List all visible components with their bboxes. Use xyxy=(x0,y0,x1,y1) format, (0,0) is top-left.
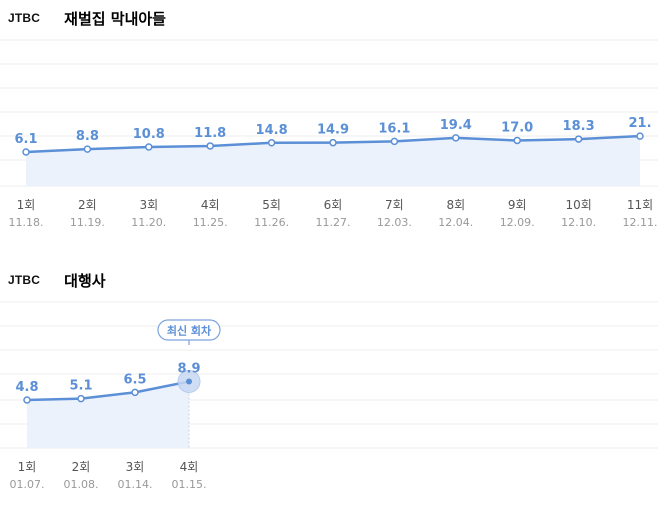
date-label: 11.20. xyxy=(131,216,166,229)
value-label: 8.8 xyxy=(76,129,99,144)
date-label: 12.09. xyxy=(500,216,535,229)
value-label: 18.3 xyxy=(563,119,595,134)
value-label: 14.8 xyxy=(256,123,288,138)
date-label: 11.18. xyxy=(9,216,44,229)
value-label: 16.1 xyxy=(378,121,410,136)
network-label: JTBC xyxy=(8,273,41,287)
date-label: 11.19. xyxy=(70,216,105,229)
show-title: 재벌집 막내아들 xyxy=(64,9,166,28)
date-label: 11.25. xyxy=(193,216,228,229)
series-line xyxy=(26,380,190,402)
episode-label: 4회 xyxy=(201,198,220,212)
show-title: 대행사 xyxy=(64,271,106,290)
data-point xyxy=(186,378,192,385)
value-label: 5.1 xyxy=(69,379,92,394)
data-point xyxy=(77,394,85,403)
episode-label: 2회 xyxy=(72,460,91,474)
data-point xyxy=(22,148,30,156)
episode-label: 10회 xyxy=(565,198,591,212)
episode-label: 3회 xyxy=(126,460,145,474)
date-label: 11.27. xyxy=(316,216,351,229)
value-label: 6.1 xyxy=(14,132,37,147)
latest-episode-badge-label: 최신 회차 xyxy=(167,324,212,338)
date-label: 11.26. xyxy=(254,216,289,229)
network-label: JTBC xyxy=(8,11,41,25)
episode-label: 9회 xyxy=(508,198,527,212)
area-fill xyxy=(27,381,189,448)
data-point xyxy=(83,145,92,153)
chart-section-2: JTBC 대행사 4.8 1회 01.07. 5.1 2회 01.08. 6.5 3회 01.1… xyxy=(0,262,658,506)
episode-label: 1회 xyxy=(18,460,37,474)
value-label: 10.8 xyxy=(133,127,165,142)
data-point xyxy=(574,135,583,143)
value-label: 6.5 xyxy=(123,372,146,387)
episode-label: 8회 xyxy=(446,198,465,212)
chart-section-1: JTBC 재벌집 막내아들 6.1 1회 11.18. 8.8 2회 11.19. 10.8… xyxy=(0,0,658,252)
ratings-chart-1: 6.1 1회 11.18. 8.8 2회 11.19. 10.8 3회 11.20. 11.8 4회… xyxy=(0,39,658,229)
date-label: 12.10. xyxy=(561,216,596,229)
date-label: 01.07. xyxy=(10,478,45,491)
value-label: 21. xyxy=(628,116,651,131)
episode-label: 3회 xyxy=(139,198,158,212)
episode-label: 1회 xyxy=(17,198,36,212)
date-label: 12.03. xyxy=(377,216,412,229)
chart-header-2: JTBC 대행사 xyxy=(8,269,106,291)
data-point xyxy=(145,143,153,151)
date-label: 01.14. xyxy=(118,478,153,491)
data-point xyxy=(267,139,276,147)
data-point xyxy=(513,136,521,145)
date-label: 01.08. xyxy=(64,478,99,491)
episode-label: 2회 xyxy=(78,198,97,212)
value-label: 14.9 xyxy=(317,123,349,138)
value-label: 11.8 xyxy=(194,126,226,141)
data-point xyxy=(206,142,214,150)
value-label: 17.0 xyxy=(501,120,533,135)
episode-label: 4회 xyxy=(180,460,199,474)
value-label: 8.9 xyxy=(177,362,200,377)
episode-label: 7회 xyxy=(385,198,404,212)
date-label: 12.04. xyxy=(438,216,473,229)
data-point xyxy=(636,132,644,140)
date-label: 01.15. xyxy=(172,478,207,491)
value-label: 19.4 xyxy=(440,118,472,133)
value-label: 4.8 xyxy=(15,380,38,395)
episode-label: 6회 xyxy=(324,198,343,212)
data-point xyxy=(390,137,399,146)
chart-header-1: JTBC 재벌집 막내아들 xyxy=(8,7,166,29)
ratings-chart-2: 4.8 1회 01.07. 5.1 2회 01.08. 6.5 3회 01.14. 8.9 4회 01… xyxy=(0,301,658,491)
data-point xyxy=(23,396,31,404)
episode-label: 11회 xyxy=(627,198,653,212)
date-label: 12.11. xyxy=(623,216,658,229)
data-point xyxy=(329,138,337,147)
data-point xyxy=(131,388,139,397)
episode-label: 5회 xyxy=(262,198,281,212)
area-fill xyxy=(26,136,640,186)
data-point xyxy=(452,134,460,142)
